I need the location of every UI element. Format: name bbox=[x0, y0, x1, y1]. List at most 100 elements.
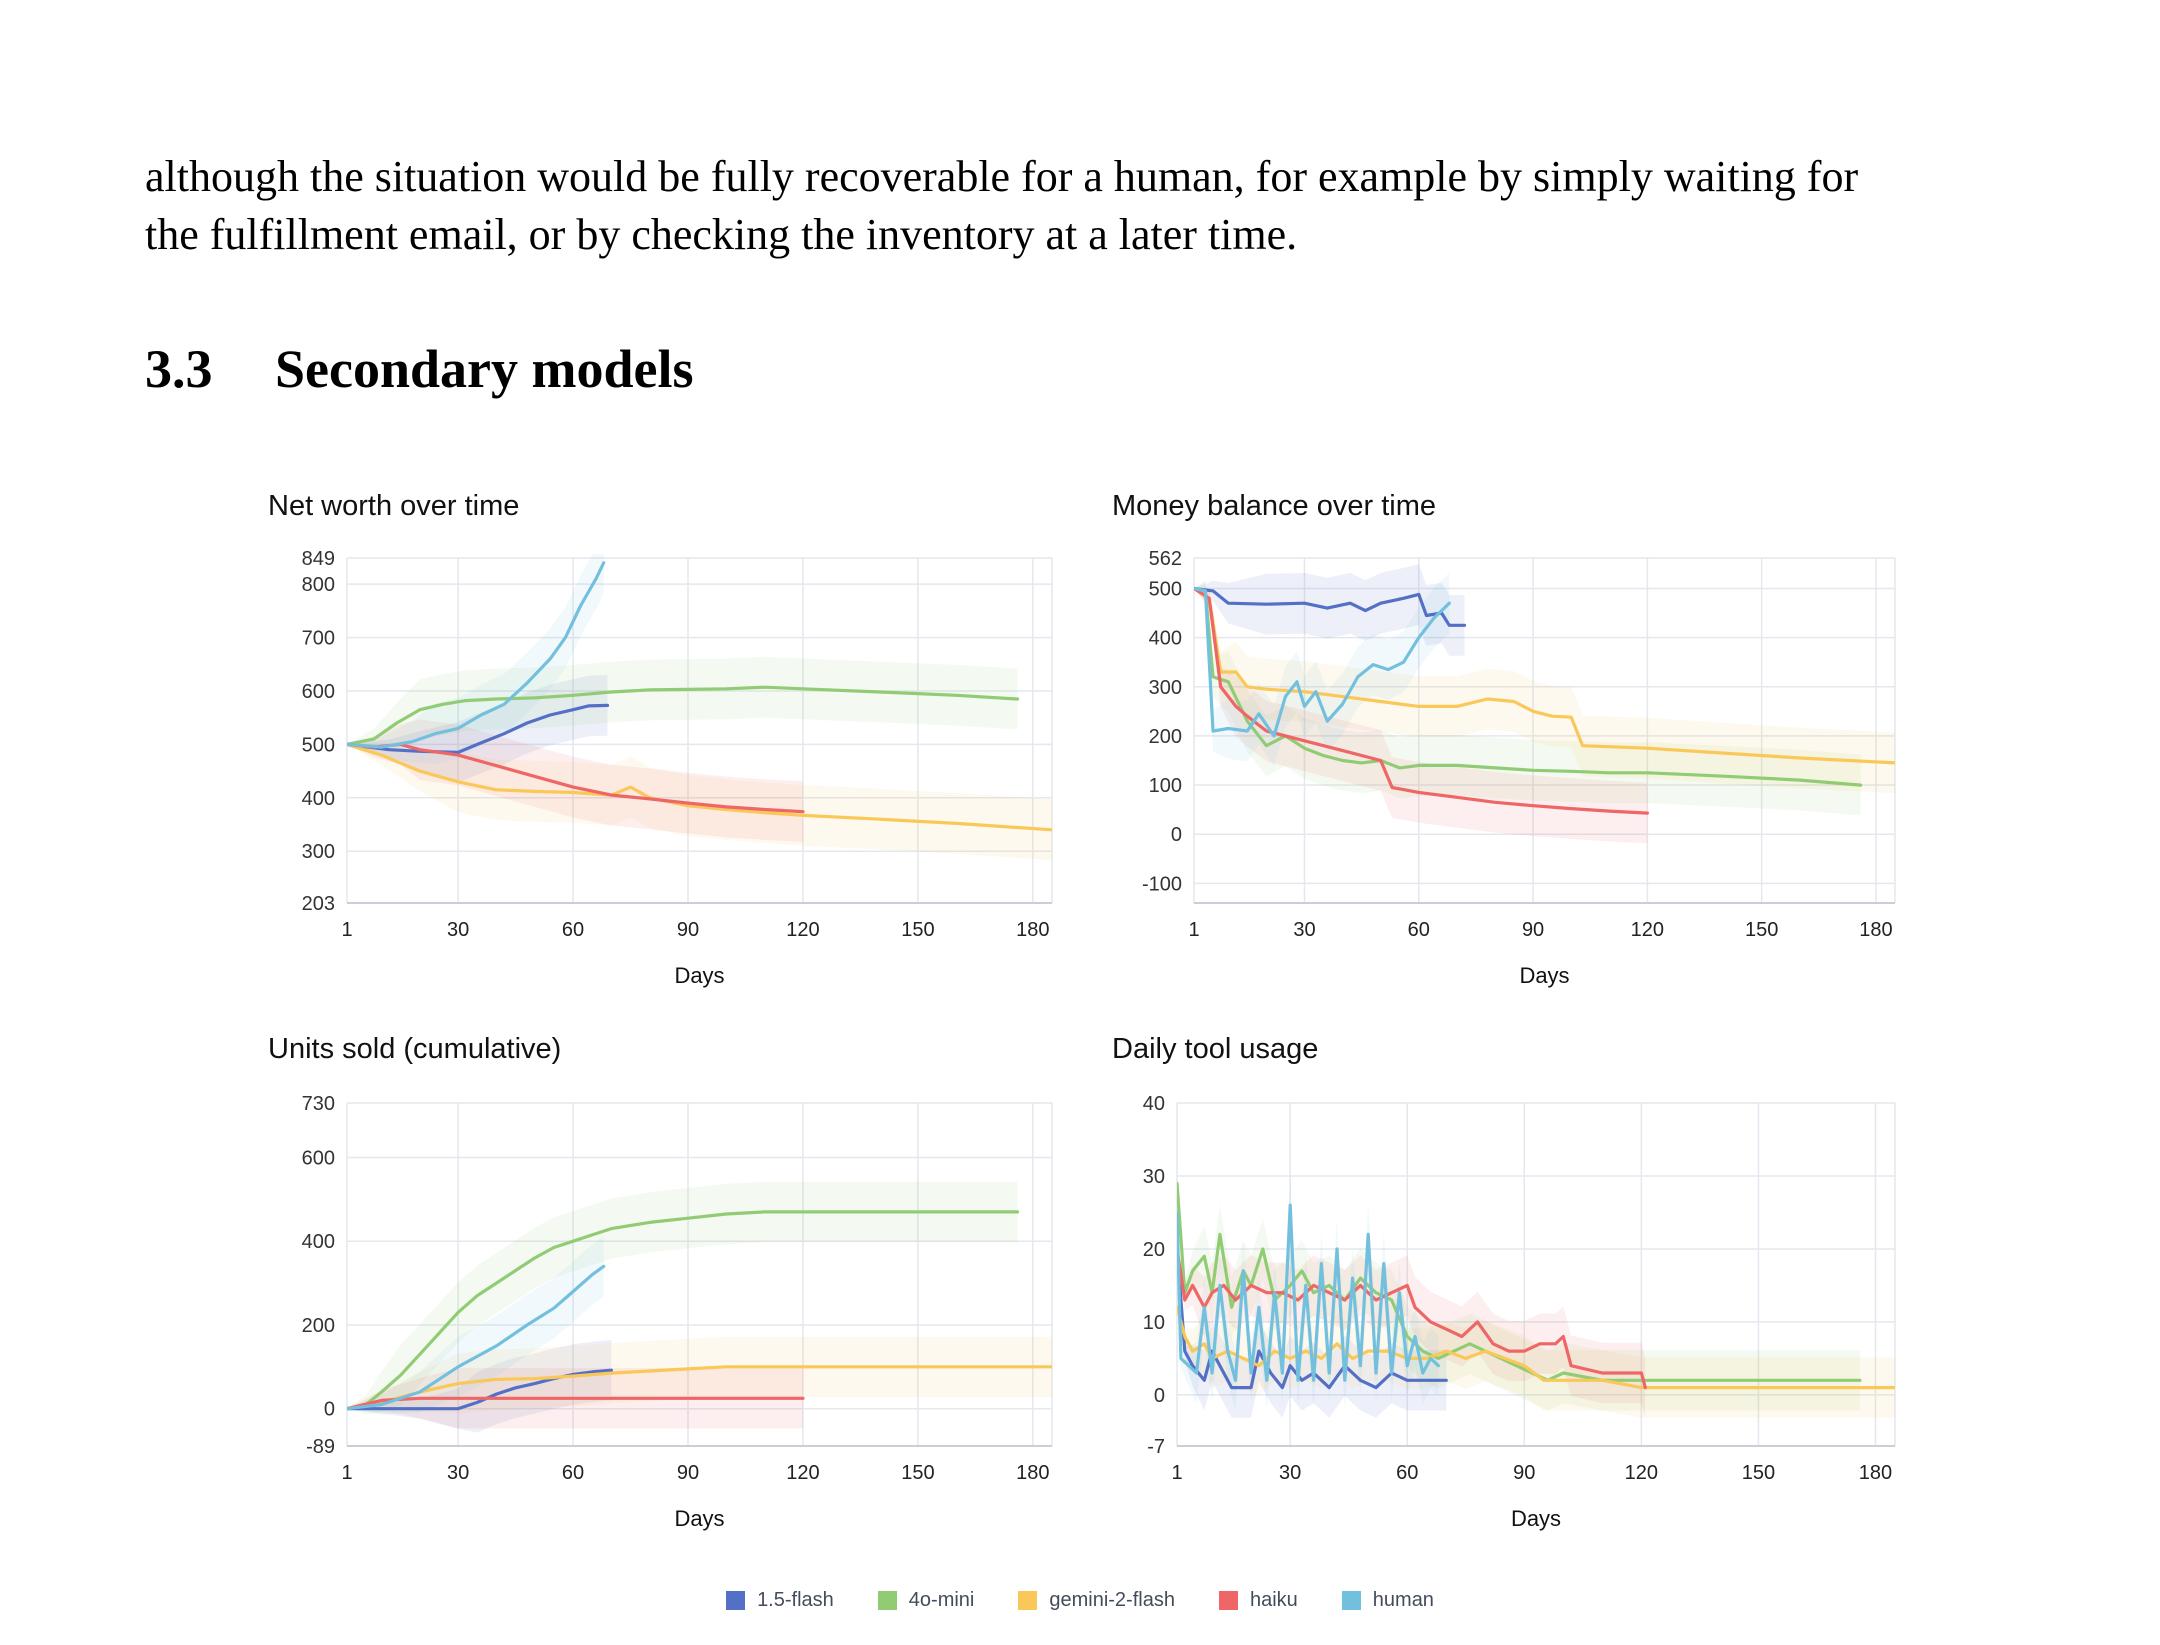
chart-1: Net worth over time 1 30 60 90 120 150 180 203 30… bbox=[268, 490, 1053, 988]
x-tick-label: 120 bbox=[786, 1462, 819, 1484]
chart-legend: 1.5-flash 4o-mini gemini-2-flash haiku human bbox=[0, 1589, 2160, 1612]
series-band-1.5-flash bbox=[1177, 1249, 1447, 1418]
series-line-haiku bbox=[1177, 1247, 1647, 1390]
chart-3: Units sold (cumulative) 1 30 60 90 120 150 180 -… bbox=[268, 1033, 1053, 1531]
x-tick-label: 120 bbox=[786, 919, 819, 941]
chart-title: Net worth over time bbox=[268, 490, 519, 522]
y-tick-label: 203 bbox=[302, 893, 335, 915]
x-tick-label: 60 bbox=[1408, 919, 1430, 941]
series-line-gemini-2-flash bbox=[347, 1365, 1052, 1411]
x-tick-label: 30 bbox=[447, 919, 469, 941]
y-tick-label: 600 bbox=[302, 681, 335, 703]
y-tick-label: 800 bbox=[302, 574, 335, 596]
series-line-gemini-2-flash bbox=[347, 742, 1052, 832]
y-tick-label: 500 bbox=[1149, 578, 1182, 600]
series-band-human bbox=[347, 554, 604, 765]
y-tick-label: 300 bbox=[1149, 677, 1182, 699]
x-tick-label: 90 bbox=[1513, 1462, 1535, 1484]
series-line-1.5-flash bbox=[347, 703, 610, 754]
y-tick-label: -89 bbox=[306, 1436, 335, 1458]
legend-item-1.5-flash[interactable]: 1.5-flash bbox=[726, 1589, 834, 1612]
series-group bbox=[347, 554, 1052, 861]
y-tick-label: 300 bbox=[302, 841, 335, 863]
y-tick-label: -100 bbox=[1142, 873, 1182, 895]
section-number: 3.3 bbox=[145, 339, 213, 399]
x-axis-label: Days bbox=[674, 1506, 724, 1531]
series-line-human bbox=[1177, 1203, 1440, 1382]
x-tick-label: 180 bbox=[1016, 919, 1049, 941]
series-line-4o-mini bbox=[347, 1210, 1020, 1411]
series-band-4o-mini bbox=[347, 656, 1018, 750]
paragraph-line-2: the fulfillment email, or by checking th… bbox=[145, 210, 1298, 259]
legend-item-gemini-2-flash[interactable]: gemini-2-flash bbox=[1018, 1589, 1175, 1612]
y-tick-label: 200 bbox=[1149, 726, 1182, 748]
series-line-4o-mini bbox=[1177, 1181, 1862, 1382]
chart-4: Daily tool usage 1 30 60 90 120 150 180 -7 0 10 20 3… bbox=[1112, 1033, 1896, 1531]
series-line-haiku bbox=[1194, 586, 1649, 815]
legend-swatch bbox=[877, 1591, 897, 1610]
legend-item-4o-mini[interactable]: 4o-mini bbox=[877, 1589, 975, 1612]
chart-2: Money balance over time 1 30 60 90 120 150 180 -… bbox=[1112, 490, 1896, 988]
y-tick-label: 30 bbox=[1143, 1166, 1165, 1188]
x-tick-label: 60 bbox=[562, 1462, 584, 1484]
y-tick-label: 0 bbox=[1171, 824, 1182, 846]
series-band-1.5-flash bbox=[1194, 564, 1465, 656]
series-group bbox=[1177, 1175, 1895, 1418]
y-tick-label: 10 bbox=[1143, 1312, 1165, 1334]
series-band-4o-mini bbox=[347, 1181, 1018, 1415]
x-tick-label: 90 bbox=[1522, 919, 1544, 941]
y-tick-label: 700 bbox=[302, 628, 335, 650]
x-tick-label: 180 bbox=[1016, 1462, 1049, 1484]
x-tick-label: 120 bbox=[1625, 1462, 1658, 1484]
series-line-1.5-flash bbox=[347, 1368, 613, 1411]
y-tick-label: 0 bbox=[324, 1399, 335, 1421]
x-tick-label: 1 bbox=[341, 919, 352, 941]
body-paragraph: although the situation would be fully re… bbox=[145, 148, 2045, 264]
x-tick-label: 60 bbox=[562, 919, 584, 941]
x-tick-label: 30 bbox=[447, 1462, 469, 1484]
series-band-gemini-2-flash bbox=[1194, 588, 1895, 794]
legend-swatch bbox=[1018, 1591, 1038, 1610]
x-tick-label: 120 bbox=[1631, 919, 1664, 941]
x-tick-label: 150 bbox=[901, 919, 934, 941]
series-line-human bbox=[347, 1264, 606, 1411]
y-tick-label: 562 bbox=[1149, 548, 1182, 570]
series-line-haiku bbox=[347, 1396, 805, 1411]
legend-label: human bbox=[1372, 1589, 1434, 1611]
series-group bbox=[1194, 564, 1895, 844]
y-tick-label: 500 bbox=[302, 734, 335, 756]
x-tick-label: 60 bbox=[1396, 1462, 1418, 1484]
chart-title: Units sold (cumulative) bbox=[268, 1033, 561, 1065]
series-line-gemini-2-flash bbox=[1194, 586, 1895, 765]
series-band-haiku bbox=[1194, 588, 1648, 844]
legend-item-haiku[interactable]: haiku bbox=[1218, 1589, 1298, 1612]
x-axis-label: Days bbox=[1511, 1506, 1561, 1531]
legend-label: 4o-mini bbox=[908, 1589, 975, 1611]
paragraph-line-1: although the situation would be fully re… bbox=[145, 152, 1859, 201]
x-tick-label: 150 bbox=[1745, 919, 1778, 941]
y-tick-label: 100 bbox=[1149, 775, 1182, 797]
section-heading: 3.3 Secondary models bbox=[145, 338, 694, 400]
y-tick-label: 730 bbox=[302, 1093, 335, 1115]
x-tick-label: 180 bbox=[1859, 919, 1892, 941]
y-tick-label: 0 bbox=[1154, 1385, 1165, 1407]
y-tick-label: -7 bbox=[1147, 1436, 1165, 1458]
x-tick-label: 1 bbox=[1188, 919, 1199, 941]
x-tick-label: 30 bbox=[1279, 1462, 1301, 1484]
series-line-haiku bbox=[347, 742, 805, 814]
x-tick-label: 90 bbox=[677, 1462, 699, 1484]
y-tick-label: 40 bbox=[1143, 1093, 1165, 1115]
x-axis-label: Days bbox=[1519, 963, 1569, 988]
series-line-human bbox=[347, 561, 606, 749]
series-band-gemini-2-flash bbox=[347, 1336, 1052, 1414]
x-axis-label: Days bbox=[674, 963, 724, 988]
x-tick-label: 180 bbox=[1859, 1462, 1892, 1484]
legend-swatch bbox=[726, 1591, 746, 1610]
x-tick-label: 150 bbox=[1742, 1462, 1775, 1484]
series-band-human bbox=[347, 1236, 604, 1415]
x-tick-label: 30 bbox=[1293, 919, 1315, 941]
y-tick-label: 20 bbox=[1143, 1239, 1165, 1261]
y-tick-label: 200 bbox=[302, 1315, 335, 1337]
legend-item-human[interactable]: human bbox=[1341, 1589, 1434, 1612]
